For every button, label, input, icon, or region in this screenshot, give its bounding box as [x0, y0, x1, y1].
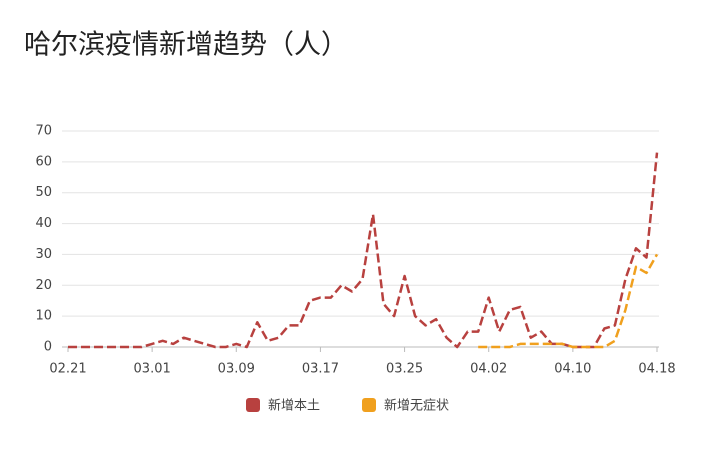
chart-title: 哈尔滨疫情新增趋势（人）: [24, 30, 348, 61]
y-tick-label: 10: [35, 309, 52, 324]
x-tick-label: 04.18: [638, 362, 675, 377]
series-line: [478, 253, 659, 349]
legend-label: 新增本土: [268, 398, 320, 414]
y-tick-label: 40: [35, 216, 52, 231]
legend-swatch: [362, 398, 376, 412]
y-tick-label: 60: [35, 154, 52, 169]
y-tick-label: 30: [35, 247, 52, 262]
legend-swatch: [246, 398, 260, 412]
y-tick-label: 70: [35, 124, 52, 139]
series-line: [68, 152, 659, 349]
x-tick-label: 04.10: [554, 362, 591, 377]
x-tick-label: 03.09: [218, 362, 255, 377]
y-tick-label: 20: [35, 278, 52, 293]
x-tick-label: 02.21: [49, 362, 86, 377]
x-tick-label: 04.02: [470, 362, 507, 377]
x-tick-label: 03.01: [134, 362, 171, 377]
x-tick-label: 03.17: [302, 362, 339, 377]
y-tick-label: 0: [44, 340, 52, 355]
legend-label: 新增无症状: [384, 398, 449, 414]
x-tick-label: 03.25: [386, 362, 423, 377]
y-tick-label: 50: [35, 185, 52, 200]
